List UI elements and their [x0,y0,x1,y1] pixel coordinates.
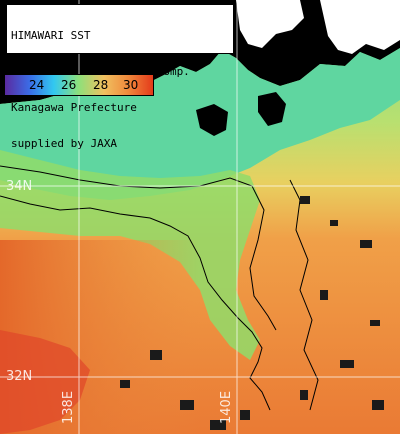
scattered-clouds [120,196,384,430]
colorbar-label-24: 24 [29,78,45,92]
map-info-box: HIMAWARI SST 2025/08/21 16(UTC) 3H Comp.… [6,4,234,150]
longitude-label-138E: 138E [61,390,76,424]
green-band [0,150,260,360]
bay-land [258,92,286,126]
contour-line-3 [289,179,319,411]
cloud-patch-1 [236,0,304,48]
hot-spot-southwest [0,330,90,434]
contour-line-2 [0,165,277,331]
map-title: HIMAWARI SST [11,29,91,42]
colorbar-gradient [5,75,153,95]
temperature-colorbar: 24 26 28 30 [4,74,154,96]
colorbar-label-28: 28 [93,78,109,92]
cloud-patch-2 [320,0,400,54]
colorbar-label-26: 26 [61,78,77,92]
latitude-label-34N: 34N [6,179,33,194]
map-credit: supplied by JAXA [11,137,117,150]
contour-line-1 [0,195,271,411]
peninsula-land [196,104,228,136]
colorbar-label-30: 30 [123,78,139,92]
map-prefecture: Kanagawa Prefecture [11,101,137,114]
latitude-label-32N: 32N [6,369,33,384]
longitude-label-140E: 140E [219,390,234,424]
